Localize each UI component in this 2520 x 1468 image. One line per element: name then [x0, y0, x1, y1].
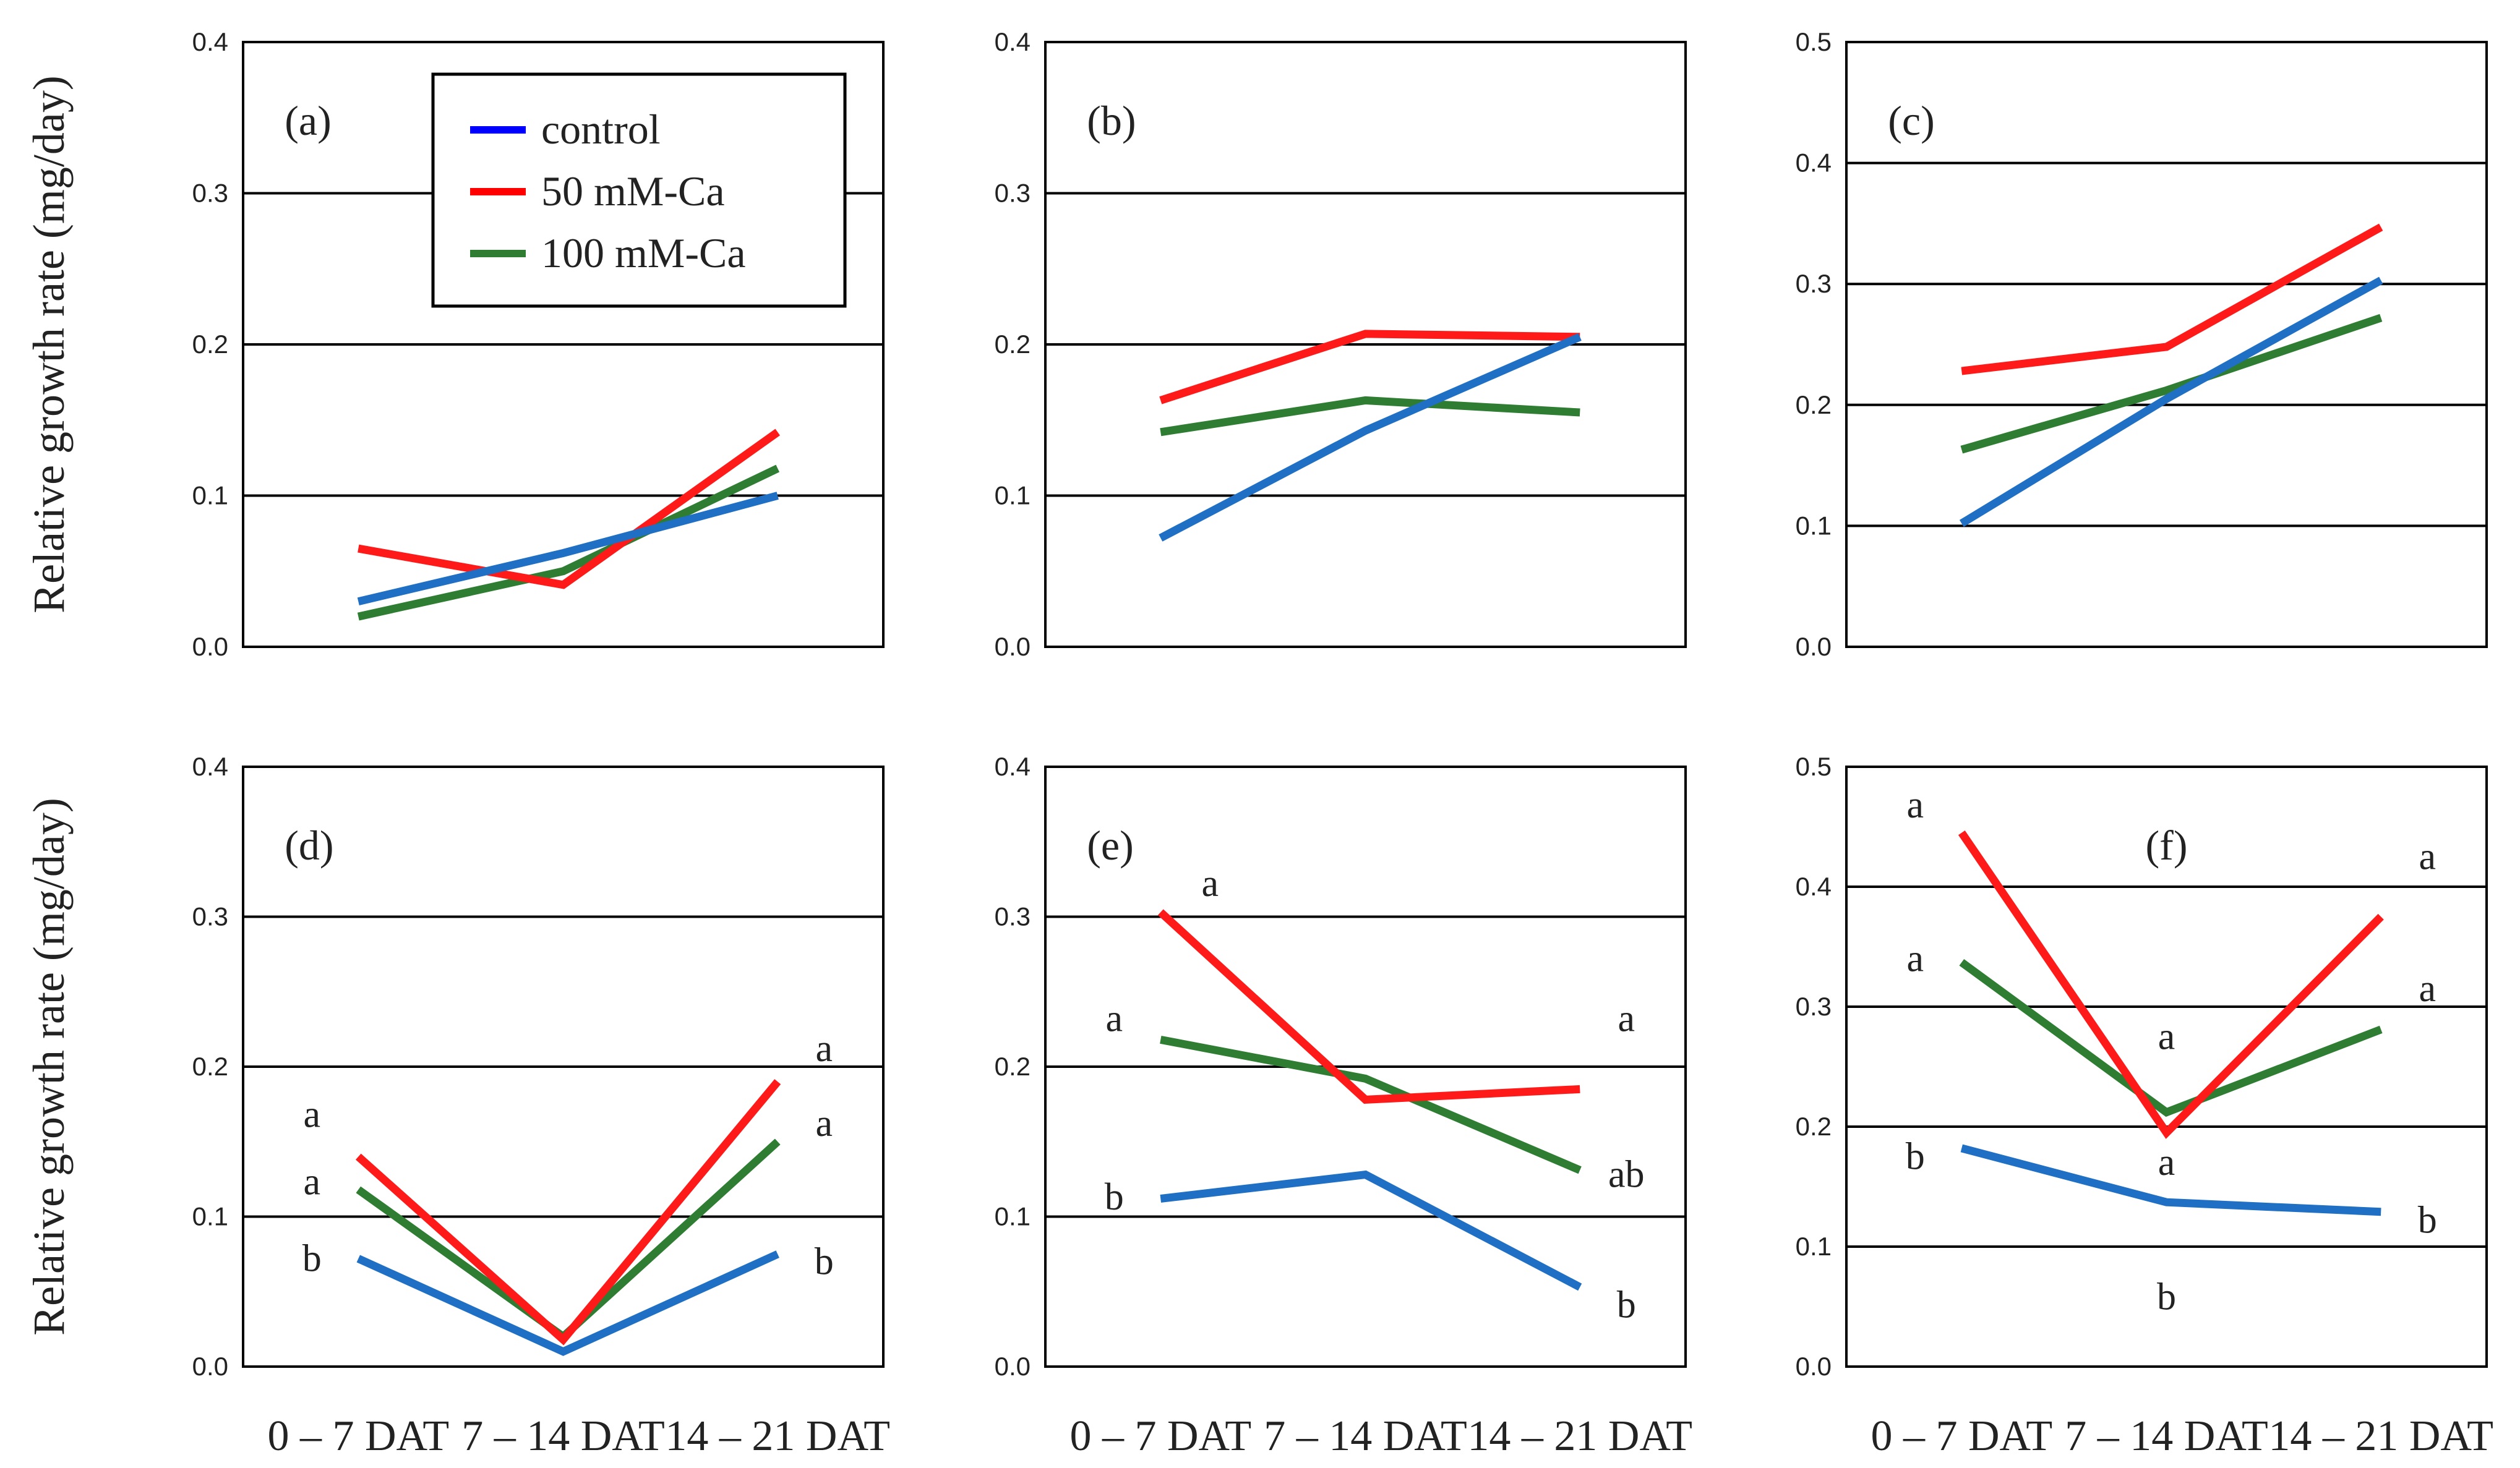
- x-tick-label: 7 – 14 DAT: [461, 1412, 665, 1460]
- significance-letter: b: [2157, 1276, 2176, 1318]
- significance-letter: b: [1906, 1136, 1925, 1178]
- y-tick-label: 0.0: [995, 1352, 1031, 1381]
- significance-letter: b: [1617, 1284, 1636, 1326]
- significance-letter: ab: [1608, 1154, 1645, 1196]
- y-tick-label: 0.4: [1796, 872, 1832, 901]
- y-tick-label: 0.0: [995, 632, 1031, 661]
- y-tick-label: 0.1: [1796, 511, 1832, 540]
- series-line-50-mm-ca: [1958, 830, 2384, 1139]
- y-tick-label: 0.2: [192, 1052, 228, 1081]
- y-tick-label: 0.2: [1796, 1112, 1832, 1141]
- y-tick-label: 0.3: [1796, 992, 1832, 1021]
- y-tick-label: 0.4: [192, 27, 228, 56]
- y-tick-label: 0.5: [1796, 752, 1832, 781]
- y-axis-title-top: Relative growth rate (mg/day): [24, 75, 74, 613]
- x-tick-label: 14 – 21 DAT: [1467, 1412, 1692, 1460]
- significance-letter: a: [2158, 1142, 2175, 1184]
- x-tick-label: 0 – 7 DAT: [1871, 1412, 2052, 1460]
- x-tick-label: 7 – 14 DAT: [2065, 1412, 2268, 1460]
- significance-letter: a: [1106, 997, 1123, 1039]
- series-line-50-mm-ca: [1157, 909, 1580, 1104]
- panel-f: 0.0 0.1 0.2 0.3 0.4 0.5 (f) a a b a a b a a b 0 – 7 DAT 7…: [1796, 752, 2493, 1460]
- y-tick-label: 0.4: [995, 27, 1031, 56]
- panel-label: (c): [1888, 97, 1934, 144]
- y-tick-label: 0.4: [995, 752, 1031, 781]
- y-tick-label: 0.2: [995, 330, 1031, 359]
- panel-label: (d): [285, 822, 333, 869]
- y-axis-title-bottom: Relative growth rate (mg/day): [24, 798, 74, 1336]
- y-tick-label: 0.4: [1796, 148, 1832, 177]
- legend: control 50 mM-Ca 100 mM-Ca: [431, 72, 847, 308]
- panel-label: (b): [1087, 97, 1136, 144]
- series-line-100-mm-ca: [357, 464, 780, 621]
- series-line-control: [1160, 1170, 1582, 1291]
- series-line-50-mm-ca: [358, 429, 780, 589]
- panel-label: (f): [2146, 822, 2188, 869]
- series-line-control: [1959, 276, 2383, 527]
- x-tick-label: 0 – 7 DAT: [1069, 1412, 1251, 1460]
- panel-label: (a): [285, 97, 331, 144]
- x-tick-label: 0 – 7 DAT: [267, 1412, 449, 1460]
- significance-letter: a: [1907, 784, 1924, 826]
- y-tick-label: 0.3: [995, 902, 1031, 931]
- y-tick-label: 0.3: [192, 179, 228, 208]
- significance-letter: a: [815, 1103, 833, 1145]
- series-line-100-mm-ca: [1960, 314, 2383, 454]
- significance-letter: a: [1202, 863, 1219, 905]
- y-tick-label: 0.0: [1796, 1352, 1832, 1381]
- significance-letter: a: [815, 1028, 833, 1070]
- significance-letter: a: [304, 1094, 321, 1136]
- significance-letter: a: [2419, 836, 2436, 878]
- y-tick-label: 0.3: [192, 902, 228, 931]
- significance-letter: b: [2418, 1199, 2437, 1241]
- y-tick-label: 0.0: [192, 632, 228, 661]
- series-line-100-mm-ca: [1160, 396, 1580, 437]
- significance-letter: b: [302, 1237, 322, 1279]
- panel-b: 0.0 0.1 0.2 0.3 0.4 (b): [995, 27, 1687, 661]
- y-tick-label: 0.0: [1796, 632, 1832, 661]
- series-line-control: [1960, 1144, 2381, 1216]
- x-tick-label: 14 – 21 DAT: [665, 1412, 890, 1460]
- series-line-50-mm-ca: [1159, 330, 1580, 404]
- y-tick-label: 0.3: [995, 179, 1031, 208]
- series-line-50-mm-ca: [1961, 223, 2383, 375]
- y-tick-label: 0.4: [192, 752, 228, 781]
- panel-label: (e): [1087, 822, 1133, 869]
- significance-letter: a: [1618, 997, 1635, 1039]
- significance-letter: a: [1907, 937, 1924, 979]
- y-tick-label: 0.2: [995, 1052, 1031, 1081]
- y-tick-label: 0.1: [995, 481, 1031, 510]
- plot-frame: [1845, 766, 2488, 1368]
- x-tick-label: 14 – 21 DAT: [2268, 1412, 2493, 1460]
- series-line-50-mm-ca: [355, 1079, 781, 1346]
- legend-entry: 50 mM-Ca: [541, 168, 725, 215]
- x-tick-label: 7 – 14 DAT: [1264, 1412, 1467, 1460]
- series-line-control: [1159, 333, 1582, 542]
- y-tick-label: 0.5: [1796, 27, 1832, 56]
- series-line-100-mm-ca: [1160, 1035, 1582, 1174]
- y-tick-label: 0.2: [1796, 390, 1832, 419]
- series-line-control: [356, 1250, 779, 1356]
- legend-entry: 100 mM-Ca: [541, 229, 746, 276]
- significance-letter: a: [2419, 968, 2436, 1010]
- series-line-100-mm-ca: [1959, 958, 2383, 1117]
- y-tick-label: 0.2: [192, 330, 228, 359]
- y-tick-label: 0.1: [995, 1202, 1031, 1231]
- series-line-control: [357, 492, 779, 605]
- y-tick-label: 0.1: [192, 481, 228, 510]
- legend-entry: control: [541, 106, 661, 153]
- significance-letter: b: [1105, 1176, 1124, 1218]
- y-tick-label: 0.1: [1796, 1232, 1832, 1261]
- significance-letter: a: [2158, 1016, 2175, 1058]
- panel-c: 0.0 0.1 0.2 0.3 0.4 0.5 (c): [1796, 27, 2488, 661]
- y-tick-label: 0.3: [1796, 269, 1832, 298]
- y-tick-label: 0.0: [192, 1352, 228, 1381]
- y-tick-label: 0.1: [192, 1202, 228, 1231]
- significance-letter: a: [304, 1161, 321, 1203]
- significance-letter: b: [815, 1240, 834, 1282]
